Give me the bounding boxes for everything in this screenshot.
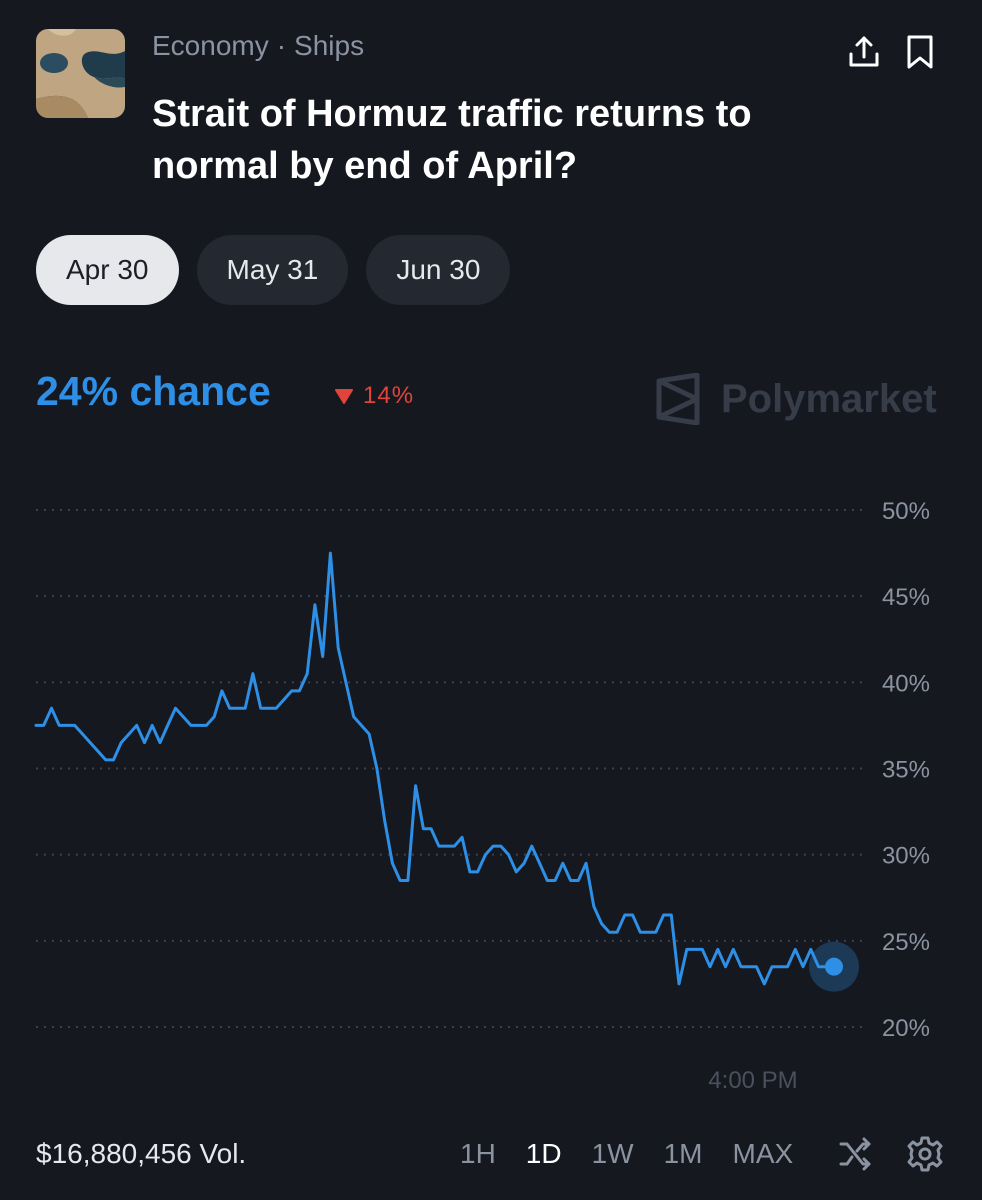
- chart-grid: [36, 509, 862, 1028]
- change-value: 14%: [363, 382, 415, 409]
- y-axis-ticks: 50% 45% 40% 35% 30% 25% 20%: [882, 498, 930, 1042]
- triangle-down-icon: [335, 389, 353, 404]
- date-tabs: Apr 30 May 31 Jun 30: [36, 235, 511, 305]
- y-axis-tick-label: 40%: [882, 670, 930, 697]
- y-axis-tick-label: 35%: [882, 757, 930, 784]
- market-title: Strait of Hormuz traffic returns to norm…: [152, 93, 752, 187]
- bookmark-icon: [907, 35, 933, 69]
- probability-series-line: [34, 551, 836, 986]
- shuffle-icon: [839, 1137, 871, 1171]
- volume-label: $16,880,456 Vol.: [36, 1138, 247, 1169]
- breadcrumb-separator: ·: [276, 30, 287, 61]
- time-range-selector: 1H 1D 1W 1M MAX: [460, 1138, 823, 1170]
- range-1m[interactable]: 1M: [663, 1138, 703, 1169]
- x-axis-tick-label: 4:00 PM: [708, 1067, 797, 1094]
- settings-button[interactable]: [905, 1134, 945, 1174]
- tab-apr-30[interactable]: Apr 30: [36, 235, 179, 305]
- strait-satellite-thumbnail: [36, 29, 125, 118]
- breadcrumb: Economy · Ships: [152, 30, 364, 62]
- range-1d[interactable]: 1D: [525, 1138, 562, 1169]
- change-indicator: 14%: [333, 382, 414, 410]
- y-axis-tick-label: 45%: [882, 584, 930, 611]
- tab-jun-30[interactable]: Jun 30: [366, 235, 511, 305]
- polymarket-watermark: Polymarket: [655, 373, 937, 425]
- gear-icon: [907, 1136, 943, 1172]
- shuffle-button[interactable]: [835, 1134, 875, 1174]
- breadcrumb-subcategory[interactable]: Ships: [294, 30, 365, 61]
- bookmark-button[interactable]: [898, 30, 942, 74]
- y-axis-tick-label: 50%: [882, 498, 930, 525]
- share-button[interactable]: [842, 30, 886, 74]
- chance-value: 24% chance: [36, 368, 271, 414]
- tab-may-31[interactable]: May 31: [196, 235, 349, 305]
- breadcrumb-category[interactable]: Economy: [152, 30, 269, 61]
- market-thumbnail: [36, 29, 125, 118]
- watermark-text: Polymarket: [721, 376, 937, 421]
- range-max[interactable]: MAX: [732, 1138, 794, 1169]
- y-axis-tick-label: 25%: [882, 929, 930, 956]
- polymarket-logo-icon: [656, 373, 700, 425]
- current-point: [825, 957, 843, 976]
- y-axis-tick-label: 30%: [882, 843, 930, 870]
- range-1w[interactable]: 1W: [591, 1138, 634, 1169]
- y-axis-tick-label: 20%: [882, 1015, 930, 1042]
- share-icon: [849, 36, 879, 67]
- range-1h[interactable]: 1H: [460, 1138, 496, 1169]
- price-chart[interactable]: 50% 45% 40% 35% 30% 25% 20% 4:00 PM: [0, 480, 982, 1100]
